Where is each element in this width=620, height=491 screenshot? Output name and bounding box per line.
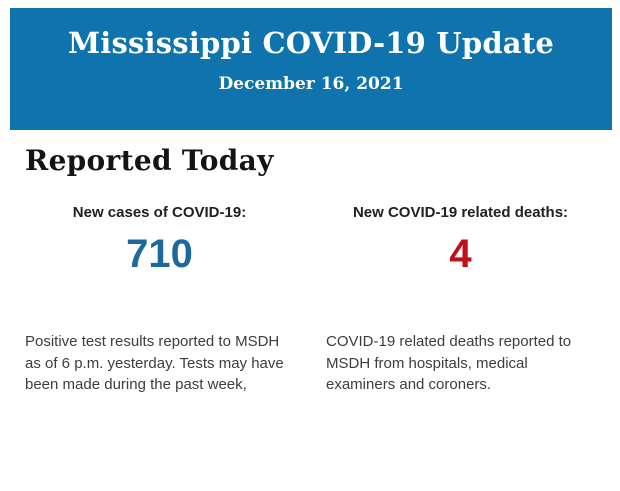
new-cases-value: 710	[126, 232, 193, 276]
section-heading: Reported Today	[25, 144, 274, 177]
new-cases-description: Positive test results reported to MSDH a…	[25, 333, 284, 393]
main-content: Reported Today New cases of COVID-19: 71…	[0, 144, 620, 411]
page-title: Mississippi COVID-19 Update	[67, 26, 555, 60]
stats-grid: New cases of COVID-19: 710 Positive test…	[25, 204, 595, 411]
new-deaths-label: New COVID-19 related deaths:	[352, 204, 569, 221]
stat-new-deaths: New COVID-19 related deaths: 4 COVID-19 …	[326, 204, 595, 411]
stat-new-cases: New cases of COVID-19: 710 Positive test…	[25, 204, 294, 411]
header-banner: Mississippi COVID-19 Update December 16,…	[10, 8, 612, 130]
new-deaths-description: COVID-19 related deaths reported to MSDH…	[326, 333, 572, 393]
new-deaths-value: 4	[449, 232, 472, 276]
new-cases-label: New cases of COVID-19:	[72, 204, 247, 221]
report-date: December 16, 2021	[218, 74, 404, 94]
